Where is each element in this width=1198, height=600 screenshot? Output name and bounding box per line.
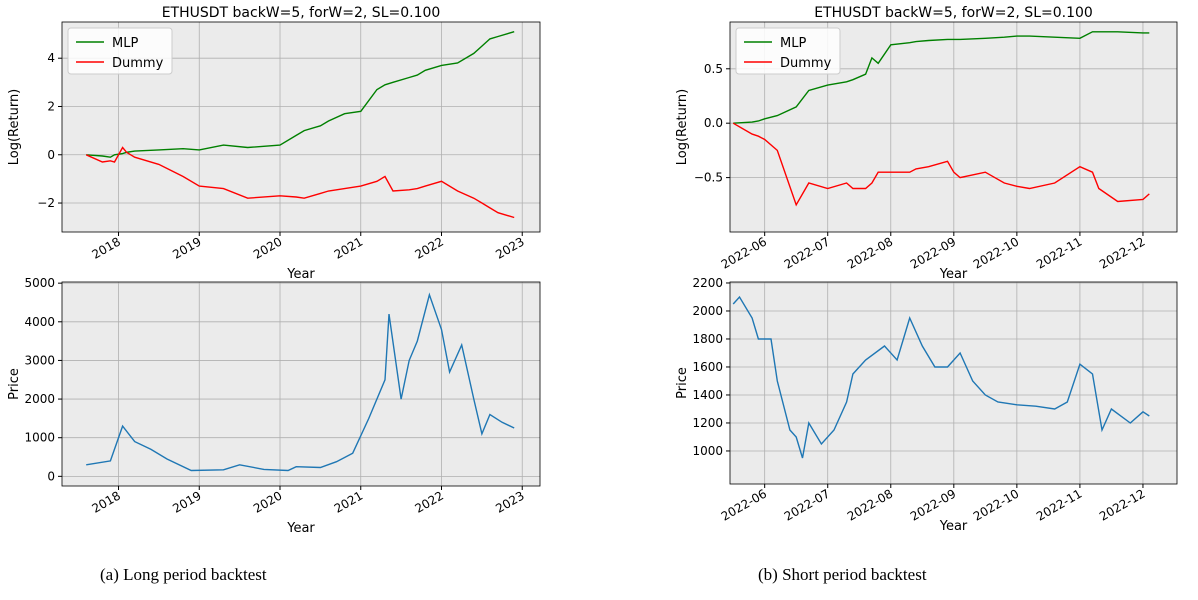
plot-frame — [61, 21, 541, 233]
x-tick-label: 2018 — [90, 234, 123, 261]
x-tick-label: 2022-08 — [845, 486, 895, 523]
y-axis-label: Log(Return) — [7, 89, 22, 166]
y-tick-label: 0.5 — [704, 62, 723, 76]
x-axis-label: Year — [939, 267, 968, 282]
x-tick-label: 2023 — [493, 488, 526, 515]
y-axis-label: Price — [7, 368, 22, 400]
line — [732, 295, 1150, 459]
y-tick-label: 0 — [47, 469, 55, 483]
chart-title: ETHUSDT backW=5, forW=2, SL=0.100 — [814, 5, 1093, 21]
x-axis-label: Year — [286, 521, 315, 536]
y-axis-label: Log(Return) — [675, 89, 690, 166]
y-tick-label: 2 — [47, 99, 55, 113]
y-tick-label: −0.5 — [694, 171, 723, 185]
x-tick-label: 2019 — [170, 488, 203, 515]
x-tick-label: 2022-12 — [1097, 486, 1147, 523]
x-tick-label: 2022-11 — [1034, 234, 1084, 271]
y-tick-label: 1800 — [692, 332, 723, 346]
x-tick-label: 2022-11 — [1034, 486, 1084, 523]
x-tick-label: 2022 — [413, 488, 446, 515]
plot-area — [62, 282, 540, 486]
y-tick-label: 1200 — [692, 416, 723, 430]
x-tick-label: 2022-07 — [782, 486, 832, 523]
y-tick-label: 0.0 — [704, 116, 723, 130]
x-tick-label: 2023 — [493, 234, 526, 261]
y-tick-label: −2 — [37, 196, 55, 210]
caption: (b) Short period backtest — [758, 565, 927, 584]
chart-title: ETHUSDT backW=5, forW=2, SL=0.100 — [162, 5, 441, 21]
y-tick-label: 1000 — [24, 431, 55, 445]
legend-label: Dummy — [112, 56, 164, 71]
y-tick-label: 5000 — [24, 276, 55, 290]
y-tick-label: 1000 — [692, 444, 723, 458]
y-tick-label: 2000 — [24, 392, 55, 406]
line — [733, 31, 1150, 124]
y-tick-label: 0 — [47, 148, 55, 162]
x-tick-label: 2022-10 — [971, 486, 1021, 523]
x-tick-label: 2022-06 — [719, 234, 769, 271]
line — [86, 292, 515, 472]
legend-label: MLP — [112, 36, 138, 51]
x-axis-label: Year — [939, 519, 968, 534]
y-tick-label: 4000 — [24, 315, 55, 329]
x-tick-label: 2022-10 — [971, 234, 1021, 271]
caption: (a) Long period backtest — [100, 565, 267, 584]
y-tick-label: 4 — [47, 51, 55, 65]
plot-frame — [61, 281, 541, 487]
line — [732, 122, 1150, 207]
y-tick-label: 2000 — [692, 304, 723, 318]
plot-frame — [729, 281, 1178, 485]
x-tick-label: 2018 — [90, 488, 123, 515]
x-tick-label: 2020 — [251, 488, 284, 515]
y-tick-label: 1400 — [692, 388, 723, 402]
x-tick-label: 2021 — [332, 488, 365, 515]
x-tick-label: 2020 — [251, 234, 284, 261]
x-tick-label: 2019 — [170, 234, 203, 261]
x-tick-label: 2022-08 — [845, 234, 895, 271]
x-axis-label: Year — [286, 267, 315, 282]
y-axis-label: Price — [675, 367, 690, 399]
line — [86, 31, 515, 158]
x-tick-label: 2021 — [332, 234, 365, 261]
line — [85, 146, 515, 219]
x-tick-label: 2022-12 — [1097, 234, 1147, 271]
x-tick-label: 2022-06 — [719, 486, 769, 523]
legend-label: MLP — [780, 36, 806, 51]
plot-frame — [729, 21, 1178, 233]
y-tick-label: 2200 — [692, 276, 723, 290]
y-tick-label: 1600 — [692, 360, 723, 374]
legend-label: Dummy — [780, 56, 832, 71]
y-tick-label: 3000 — [24, 353, 55, 367]
x-tick-label: 2022-07 — [782, 234, 832, 271]
x-tick-label: 2022 — [413, 234, 446, 261]
